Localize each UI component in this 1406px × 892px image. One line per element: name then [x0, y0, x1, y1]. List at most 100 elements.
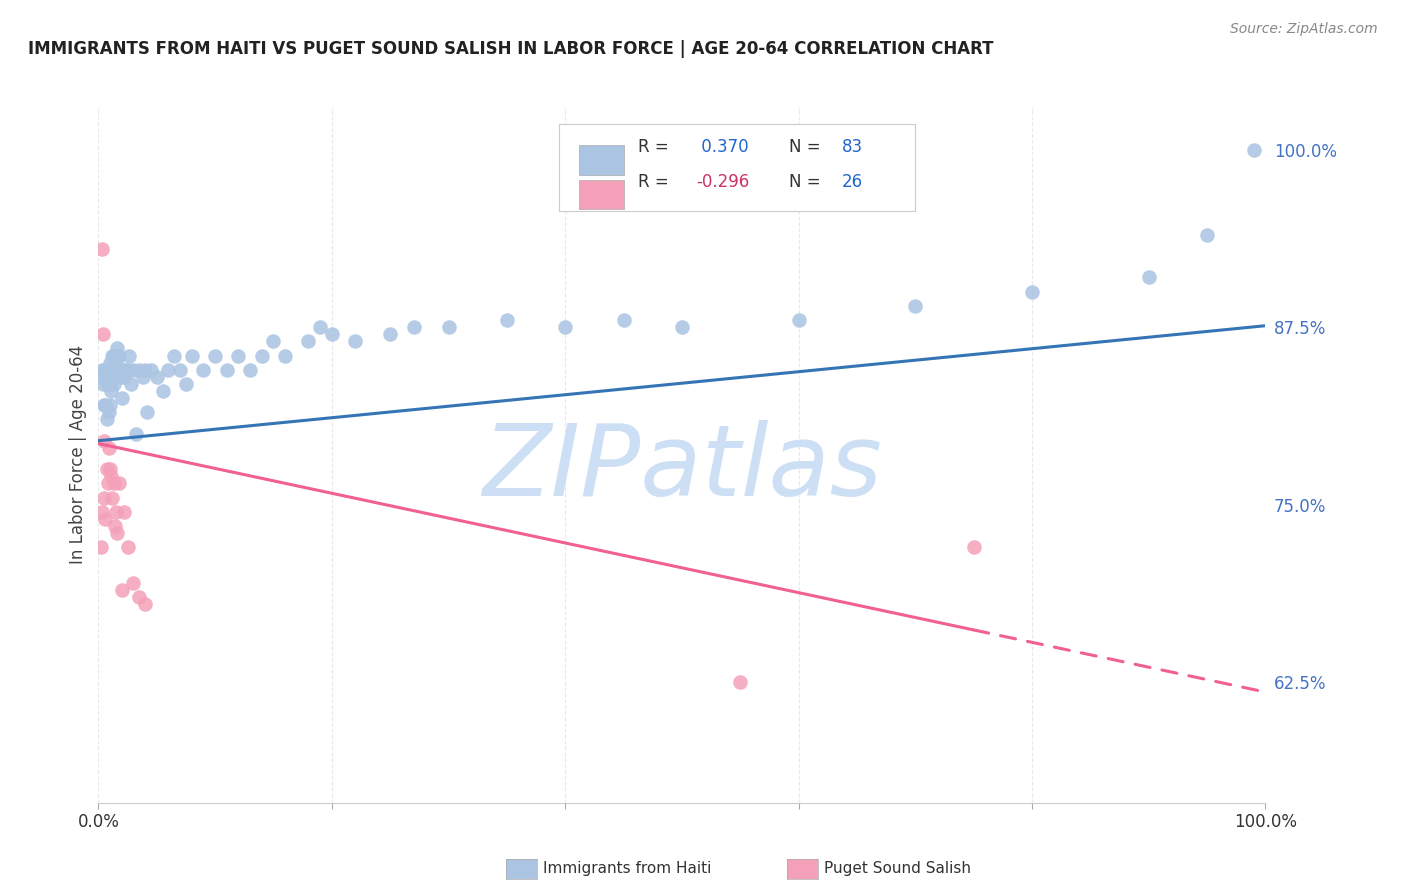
- Point: [146, 369, 169, 384]
- Point: [100, 469, 122, 483]
- Point: [250, 349, 273, 363]
- Point: [1243, 143, 1265, 157]
- Point: [730, 675, 752, 690]
- Point: [110, 369, 132, 384]
- Point: [103, 476, 125, 491]
- Point: [111, 391, 134, 405]
- Point: [321, 327, 343, 342]
- FancyBboxPatch shape: [579, 145, 624, 175]
- Point: [97, 362, 120, 376]
- Point: [380, 327, 402, 342]
- Point: [1195, 227, 1218, 242]
- Point: [97, 376, 120, 391]
- Point: [104, 362, 127, 376]
- Point: [962, 540, 984, 554]
- Point: [111, 362, 134, 376]
- Text: 83: 83: [842, 138, 863, 156]
- Point: [100, 384, 122, 398]
- Point: [97, 405, 120, 419]
- Point: [402, 320, 425, 334]
- Text: R =: R =: [637, 173, 673, 191]
- Point: [107, 349, 129, 363]
- Point: [108, 476, 131, 491]
- Point: [152, 384, 174, 398]
- Point: [139, 362, 162, 376]
- Point: [90, 540, 112, 554]
- Point: [111, 362, 134, 376]
- Point: [125, 426, 148, 441]
- Point: [97, 441, 120, 455]
- Point: [97, 376, 120, 391]
- Point: [554, 320, 576, 334]
- Point: [94, 398, 117, 412]
- Point: [117, 362, 139, 376]
- Point: [117, 540, 139, 554]
- Text: N =: N =: [789, 173, 827, 191]
- Point: [128, 590, 150, 604]
- Point: [193, 362, 215, 376]
- Point: [101, 349, 124, 363]
- Point: [91, 376, 114, 391]
- Point: [93, 398, 115, 412]
- Point: [108, 362, 131, 376]
- Point: [93, 369, 115, 384]
- Point: [101, 491, 124, 505]
- Point: [108, 349, 131, 363]
- Y-axis label: In Labor Force | Age 20-64: In Labor Force | Age 20-64: [69, 345, 87, 565]
- FancyBboxPatch shape: [579, 180, 624, 210]
- Point: [90, 362, 112, 376]
- Point: [94, 512, 117, 526]
- FancyBboxPatch shape: [560, 124, 915, 211]
- Text: IMMIGRANTS FROM HAITI VS PUGET SOUND SALISH IN LABOR FORCE | AGE 20-64 CORRELATI: IMMIGRANTS FROM HAITI VS PUGET SOUND SAL…: [28, 40, 994, 58]
- Point: [169, 362, 191, 376]
- Point: [1021, 285, 1043, 299]
- Point: [136, 405, 159, 419]
- Point: [904, 299, 927, 313]
- Point: [262, 334, 284, 349]
- Point: [96, 369, 118, 384]
- Point: [103, 362, 125, 376]
- Point: [112, 369, 135, 384]
- Point: [105, 362, 128, 376]
- Point: [90, 242, 112, 256]
- Point: [91, 327, 114, 342]
- Point: [297, 334, 319, 349]
- Point: [104, 519, 127, 533]
- Point: [96, 412, 118, 426]
- Point: [180, 349, 202, 363]
- Point: [496, 313, 519, 327]
- Text: 26: 26: [842, 173, 863, 191]
- Point: [274, 349, 297, 363]
- Point: [101, 362, 124, 376]
- Point: [437, 320, 460, 334]
- Point: [132, 369, 155, 384]
- Point: [228, 349, 250, 363]
- Point: [309, 320, 332, 334]
- Point: [1137, 270, 1160, 285]
- Point: [134, 362, 156, 376]
- Point: [93, 434, 115, 448]
- Text: R =: R =: [637, 138, 673, 156]
- Point: [122, 362, 145, 376]
- Point: [204, 349, 226, 363]
- Point: [97, 369, 120, 384]
- Point: [97, 476, 120, 491]
- Point: [100, 362, 122, 376]
- Point: [112, 505, 135, 519]
- Point: [613, 313, 636, 327]
- Point: [111, 582, 134, 597]
- Point: [163, 349, 186, 363]
- Point: [122, 575, 145, 590]
- Point: [104, 369, 127, 384]
- Point: [114, 362, 136, 376]
- Point: [128, 362, 150, 376]
- Point: [103, 376, 125, 391]
- Point: [120, 376, 142, 391]
- Point: [157, 362, 180, 376]
- Text: 0.370: 0.370: [696, 138, 748, 156]
- Point: [344, 334, 367, 349]
- Text: Puget Sound Salish: Puget Sound Salish: [824, 862, 972, 876]
- Text: ZIPatlas: ZIPatlas: [482, 420, 882, 517]
- Point: [90, 505, 112, 519]
- Point: [671, 320, 693, 334]
